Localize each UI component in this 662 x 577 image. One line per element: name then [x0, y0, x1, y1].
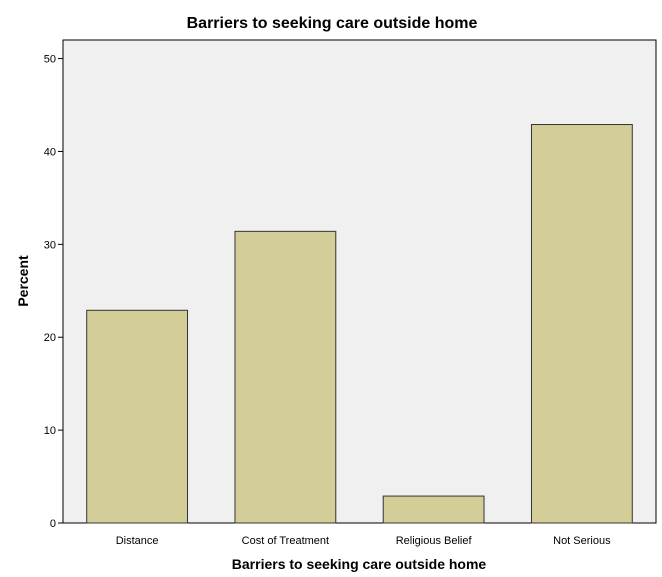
bar-not-serious [530, 124, 633, 524]
bar-distance [86, 309, 189, 524]
y-tick-label: 40 [44, 146, 56, 158]
y-tick-label: 10 [44, 425, 56, 437]
y-tick-label: 30 [44, 239, 56, 251]
y-tick-label: 0 [50, 518, 56, 530]
y-axis-label: Percent [15, 255, 31, 307]
x-axis: Distance Cost of Treatment Religious Belie… [116, 535, 611, 547]
x-axis-label: Barriers to seeking care outside home [232, 556, 487, 572]
x-tick-label: Distance [116, 535, 159, 547]
x-tick-label: Not Serious [553, 535, 611, 547]
x-tick-label: Religious Belief [396, 535, 473, 547]
bar-religious-belief [382, 495, 485, 524]
x-tick-label: Cost of Treatment [242, 535, 329, 547]
y-tick-label: 50 [44, 54, 56, 66]
bar-cost-of-treatment [234, 230, 337, 524]
chart-title: Barriers to seeking care outside home [187, 15, 478, 32]
y-tick-label: 20 [44, 332, 56, 344]
y-axis: 0 10 20 30 40 50 [44, 54, 63, 530]
bars [86, 124, 633, 524]
